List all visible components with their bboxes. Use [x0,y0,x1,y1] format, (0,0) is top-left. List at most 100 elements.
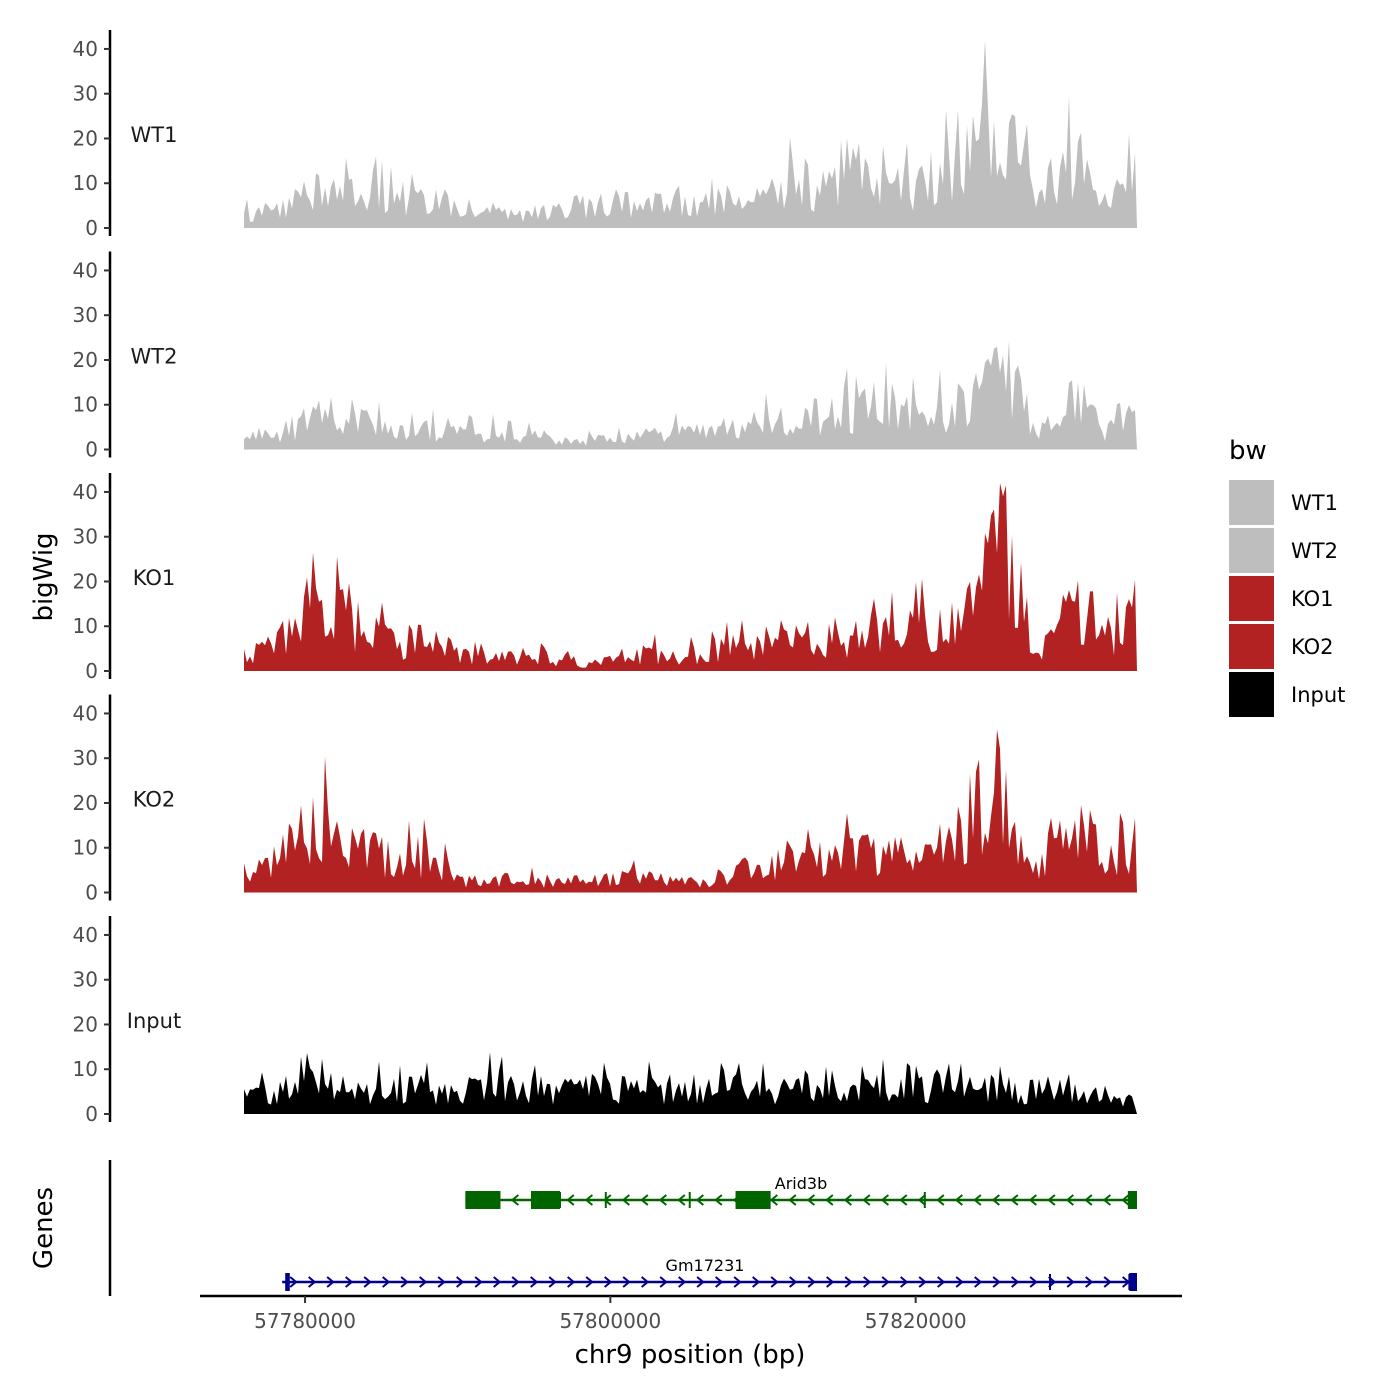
strand-arrow [585,1276,594,1288]
strand-arrow [843,1194,852,1206]
track-wt2: 0 10 20 30 40 WT2 [73,251,1137,462]
coverage-area-wt1 [244,40,1137,228]
legend-label: Input [1291,683,1345,707]
exon [1129,1273,1137,1291]
strand-arrow [1065,1194,1074,1206]
x-tick-label: 57780000 [254,1309,356,1333]
strand-arrow [752,1276,761,1288]
track-label: WT2 [131,345,178,369]
coverage-area-wt2 [244,340,1137,450]
strand-arrow [769,1194,778,1206]
y-tick-label: 10 [73,171,98,195]
strand-arrow [1029,1276,1038,1288]
exon [465,1191,501,1209]
strand-arrow [548,1276,557,1288]
gene-label: Gm17231 [666,1256,745,1275]
strand-arrow [604,1276,613,1288]
strand-arrow [806,1194,815,1206]
strand-arrow [881,1276,890,1288]
strand-arrow [1102,1194,1111,1206]
y-axis-title-genes: Genes [29,1187,59,1269]
y-tick-label: 10 [73,393,98,417]
coverage-area-ko2 [244,729,1137,893]
y-tick-label: 20 [73,791,98,815]
strand-arrow [1011,1276,1020,1288]
strand-arrow [1085,1276,1094,1288]
strand-arrow [844,1276,853,1288]
legend-label: KO1 [1291,587,1334,611]
strand-arrow [658,1194,667,1206]
x-axis: 57780000 57800000 57820000 [200,1294,1182,1333]
strand-arrow [308,1276,317,1288]
strand-arrow [899,1194,908,1206]
gene-gm17231: Gm17231 [282,1256,1137,1291]
strand-arrow [788,1194,797,1206]
y-tick-label: 20 [73,348,98,372]
coverage-area-ko1 [244,483,1137,671]
strand-arrow [696,1276,705,1288]
strand-arrow [510,1194,519,1206]
strand-arrow [621,1194,630,1206]
strand-arrow [326,1276,335,1288]
strand-arrow [659,1276,668,1288]
strand-arrow [991,1194,1000,1206]
exon [1127,1191,1137,1209]
legend-key-wt1 [1229,480,1274,525]
y-axis-title-bigwig: bigWig [29,532,59,621]
strand-arrow [974,1276,983,1288]
strand-arrow [678,1276,687,1288]
strand-arrow [511,1276,520,1288]
strand-arrow [345,1276,354,1288]
track-label: KO2 [133,788,176,812]
y-tick-label: 10 [73,836,98,860]
y-tick-label: 20 [73,1012,98,1036]
gene-label: Arid3b [775,1174,827,1193]
strand-arrow [1084,1194,1093,1206]
strand-arrow [640,1194,649,1206]
strand-arrow [400,1276,409,1288]
track-ko1: 0 10 20 30 40 KO1 [73,473,1137,683]
strand-arrow [1066,1276,1075,1288]
y-tick-label: 10 [73,614,98,638]
legend-key-wt2 [1229,528,1274,573]
strand-arrow [363,1276,372,1288]
legend-label: KO2 [1291,635,1334,659]
exon [530,1191,560,1209]
strand-arrow [954,1194,963,1206]
strand-arrow [863,1276,872,1288]
strand-arrow [677,1194,686,1206]
y-tick-label: 0 [85,216,98,240]
y-tick-label: 40 [73,258,98,282]
track-wt1: 0 10 20 30 40 WT1 [73,30,1137,240]
strand-arrow [641,1276,650,1288]
strand-arrow [715,1276,724,1288]
strand-arrow [289,1276,298,1288]
strand-arrow [789,1276,798,1288]
strand-arrow [825,1194,834,1206]
strand-arrow [862,1194,871,1206]
y-tick-label: 40 [73,480,98,504]
legend-key-ko1 [1229,576,1274,621]
strand-arrow [437,1276,446,1288]
y-tick-label: 0 [85,438,98,462]
y-tick-label: 20 [73,569,98,593]
strand-arrow [770,1276,779,1288]
strand-arrow [456,1276,465,1288]
strand-arrow [584,1194,593,1206]
strand-arrow [530,1276,539,1288]
strand-arrow [918,1276,927,1288]
y-tick-label: 40 [73,37,98,61]
y-tick-label: 0 [85,881,98,905]
y-tick-label: 10 [73,1057,98,1081]
strand-arrow [955,1276,964,1288]
strand-arrow [900,1276,909,1288]
signal-tracks: 0 10 20 30 40 WT1 0 10 20 30 40 WT2 0 10 20 30 40 KO1 0 10 2… [73,30,1137,1126]
legend-label: WT2 [1291,539,1338,563]
y-tick-label: 30 [73,968,98,992]
gene-track: Arid3b Gm17231 [108,1160,1137,1296]
y-tick-label: 30 [73,82,98,106]
strand-arrow [714,1194,723,1206]
legend-key-ko2 [1229,624,1274,669]
strand-arrow [419,1276,428,1288]
strand-arrow [1047,1194,1056,1206]
